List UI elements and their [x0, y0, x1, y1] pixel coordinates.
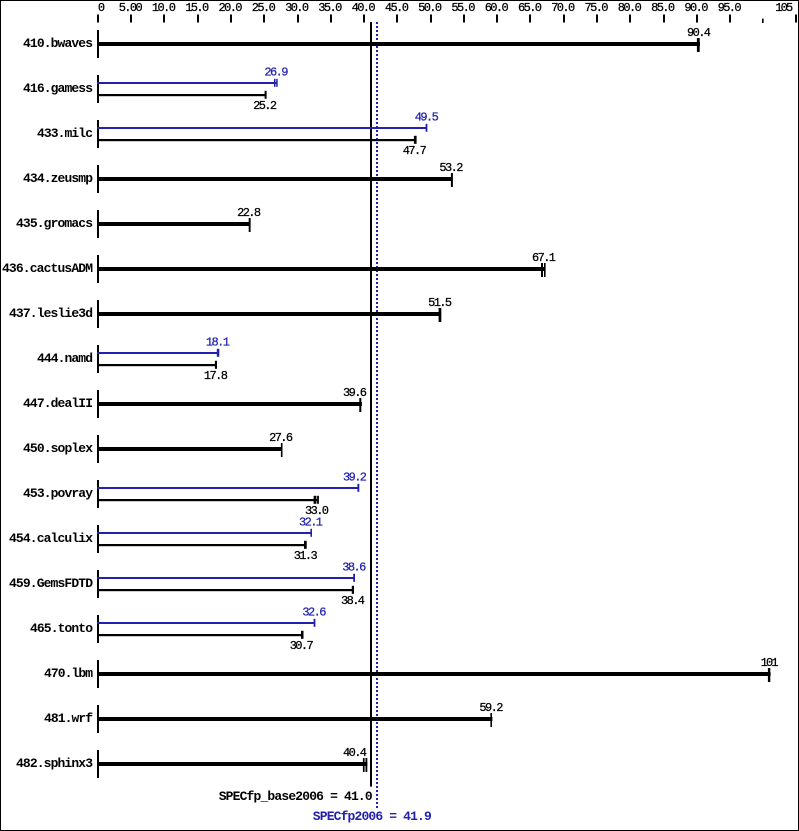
svg-text:49.5: 49.5 [415, 111, 439, 125]
svg-text:410.bwaves: 410.bwaves [23, 36, 93, 51]
svg-text:27.6: 27.6 [269, 431, 293, 445]
svg-text:454.calculix: 454.calculix [9, 531, 93, 546]
svg-text:470.lbm: 470.lbm [44, 666, 93, 681]
svg-text:95.0: 95.0 [718, 1, 742, 15]
svg-text:31.3: 31.3 [294, 549, 318, 563]
svg-text:450.soplex: 450.soplex [23, 441, 93, 456]
svg-text:59.2: 59.2 [479, 701, 503, 715]
svg-text:17.8: 17.8 [204, 369, 228, 383]
svg-text:SPECfp2006 = 41.9: SPECfp2006 = 41.9 [313, 809, 432, 824]
svg-text:39.2: 39.2 [343, 471, 367, 485]
svg-text:30.0: 30.0 [285, 1, 309, 15]
svg-text:33.0: 33.0 [305, 504, 329, 518]
svg-text:35.0: 35.0 [318, 1, 342, 15]
svg-text:18.1: 18.1 [206, 336, 230, 350]
svg-text:447.dealII: 447.dealII [23, 396, 93, 411]
svg-text:26.9: 26.9 [264, 66, 288, 80]
svg-text:435.gromacs: 435.gromacs [16, 216, 93, 231]
svg-text:465.tonto: 465.tonto [30, 621, 93, 636]
svg-text:70.0: 70.0 [551, 1, 575, 15]
svg-text:85.0: 85.0 [651, 1, 675, 15]
svg-text:40.4: 40.4 [343, 746, 367, 760]
svg-text:38.4: 38.4 [341, 594, 365, 608]
svg-text:453.povray: 453.povray [23, 486, 93, 501]
svg-text:101: 101 [761, 656, 779, 670]
svg-text:53.2: 53.2 [439, 161, 463, 175]
svg-text:90.4: 90.4 [687, 26, 711, 40]
svg-text:60.0: 60.0 [485, 1, 509, 15]
svg-text:482.sphinx3: 482.sphinx3 [16, 756, 93, 771]
svg-text:22.8: 22.8 [237, 206, 261, 220]
svg-text:90.0: 90.0 [684, 1, 708, 15]
svg-text:47.7: 47.7 [403, 144, 427, 158]
svg-text:32.1: 32.1 [299, 516, 323, 530]
svg-text:32.6: 32.6 [302, 606, 326, 620]
svg-text:65.0: 65.0 [518, 1, 542, 15]
svg-text:51.5: 51.5 [428, 296, 452, 310]
svg-text:25.2: 25.2 [253, 99, 277, 113]
svg-text:80.0: 80.0 [618, 1, 642, 15]
svg-text:10.0: 10.0 [152, 1, 176, 15]
svg-text:0: 0 [98, 1, 105, 15]
svg-text:444.namd: 444.namd [37, 351, 93, 366]
svg-text:437.leslie3d: 437.leslie3d [9, 306, 93, 321]
svg-text:481.wrf: 481.wrf [44, 711, 93, 726]
svg-text:15.0: 15.0 [185, 1, 209, 15]
svg-text:436.cactusADM: 436.cactusADM [2, 261, 93, 276]
svg-text:40.0: 40.0 [352, 1, 376, 15]
svg-text:50.0: 50.0 [418, 1, 442, 15]
svg-text:30.7: 30.7 [290, 639, 314, 653]
svg-text:433.milc: 433.milc [37, 126, 93, 141]
svg-text:20.0: 20.0 [219, 1, 243, 15]
svg-text:SPECfp_base2006 = 41.0: SPECfp_base2006 = 41.0 [219, 789, 373, 804]
svg-text:105: 105 [775, 1, 793, 15]
svg-text:75.0: 75.0 [585, 1, 609, 15]
svg-text:25.0: 25.0 [252, 1, 276, 15]
svg-text:39.6: 39.6 [343, 386, 367, 400]
svg-text:459.GemsFDTD: 459.GemsFDTD [9, 576, 93, 591]
svg-text:45.0: 45.0 [385, 1, 409, 15]
svg-text:55.0: 55.0 [451, 1, 475, 15]
svg-text:67.1: 67.1 [532, 251, 556, 265]
svg-text:5.00: 5.00 [119, 1, 143, 15]
svg-text:38.6: 38.6 [342, 561, 366, 575]
svg-text:416.gamess: 416.gamess [23, 81, 93, 96]
svg-text:434.zeusmp: 434.zeusmp [23, 171, 93, 186]
